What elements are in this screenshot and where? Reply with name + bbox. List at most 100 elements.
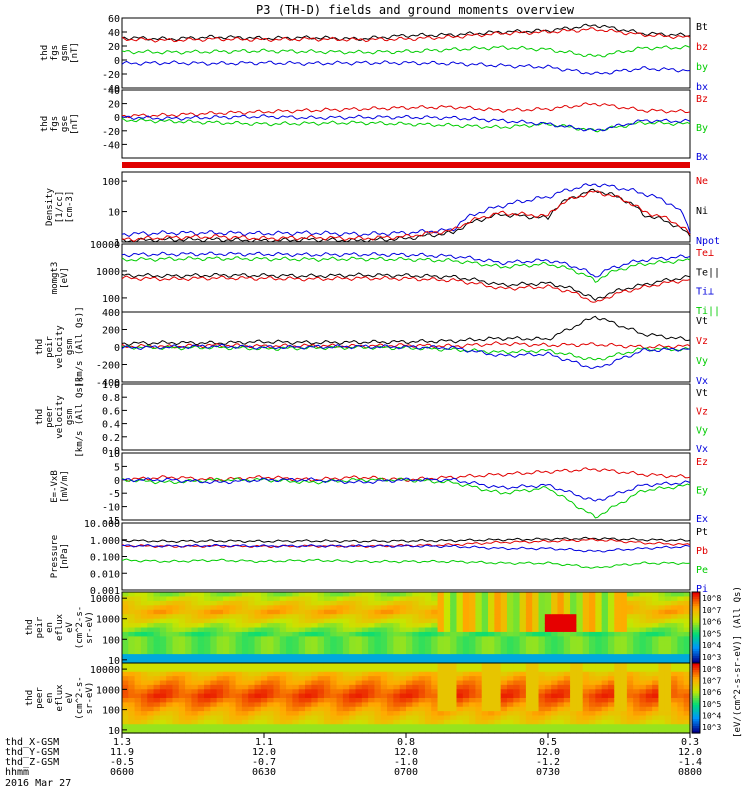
spectrogram-cell — [374, 706, 382, 712]
spectrogram-cell — [166, 614, 174, 620]
spectrogram-cell — [260, 706, 268, 712]
spectrogram-cell — [210, 623, 218, 629]
spectrogram-cell — [197, 658, 205, 664]
spectrogram-cell — [462, 711, 470, 717]
spectrogram-cell — [544, 640, 552, 646]
spectrogram-cell — [361, 667, 369, 673]
spectrogram-cell — [443, 631, 451, 637]
spectrogram-cell — [298, 596, 306, 602]
spectrogram-cell — [159, 676, 167, 682]
spectrogram-cell — [607, 614, 615, 620]
spectrogram-cell — [671, 618, 678, 624]
spectrogram-cell — [267, 667, 275, 673]
spectrogram-cell — [229, 698, 237, 703]
spectrogram-cell — [525, 676, 533, 682]
spectrogram-cell — [191, 609, 199, 615]
spectrogram-cell — [639, 715, 647, 721]
spectrogram-cell — [525, 609, 533, 615]
spectrogram-cell — [652, 702, 660, 708]
spectrogram-cell — [279, 609, 287, 615]
spectrogram-cell — [305, 689, 312, 695]
spectrogram-cell — [380, 600, 388, 606]
spectrogram-cell — [172, 689, 180, 695]
spectrogram-cell — [336, 623, 344, 629]
spectrogram-cell — [626, 693, 634, 699]
spectrogram-cell — [607, 618, 615, 624]
spectrogram-cell — [652, 711, 660, 717]
spectrogram-cell — [286, 719, 293, 725]
spectrogram-cell — [475, 667, 483, 673]
spectrogram-cell — [323, 667, 331, 673]
spectrogram-cell — [342, 614, 350, 620]
x-axis-value: 0630 — [252, 767, 276, 778]
spectrogram-cell — [399, 645, 407, 651]
spectrogram-cell — [576, 600, 584, 606]
spectrogram-cell — [393, 693, 401, 699]
spectrogram-cell — [147, 649, 155, 655]
spectrogram-cell — [557, 627, 565, 633]
spectrogram-cell — [620, 636, 628, 642]
spectrogram-cell — [273, 715, 281, 721]
spectrogram-cell — [128, 663, 136, 668]
spectrogram-cell — [216, 627, 224, 633]
spectrogram-cell — [450, 614, 458, 620]
y-tick-label: -10 — [102, 503, 120, 514]
spectrogram-cell — [349, 698, 357, 703]
colorbar-segment — [692, 719, 700, 722]
spectrogram-cell — [128, 667, 136, 673]
spectrogram-cell — [671, 645, 678, 651]
spectrogram-cell — [563, 609, 571, 615]
spectrogram-cell — [368, 649, 376, 655]
spectrogram-cell — [601, 711, 609, 717]
spectrogram-cell — [563, 702, 571, 708]
spectrogram-cell — [241, 719, 249, 725]
spectrogram-cell — [570, 658, 577, 664]
spectrogram-cell — [557, 706, 565, 712]
spectrogram-cell — [122, 645, 129, 651]
spectrogram-cell — [210, 654, 218, 660]
spectrogram-cell — [380, 663, 388, 668]
spectrogram-cell — [437, 711, 445, 717]
spectrogram-cell — [355, 667, 363, 673]
spectrogram-cell — [279, 689, 287, 695]
y-tick-label: 10.000 — [84, 519, 120, 530]
y-axis-label: en — [45, 693, 55, 704]
spectrogram-cell — [418, 592, 426, 598]
spectrogram-cell — [305, 618, 312, 624]
spectrogram-cell — [349, 663, 357, 668]
spectrogram-cell — [355, 715, 363, 721]
spectrogram-cell — [286, 596, 293, 602]
spectrogram-cell — [267, 627, 275, 633]
spectrogram-cell — [544, 724, 552, 730]
spectrogram-cell — [557, 592, 565, 598]
spectrogram-cell — [122, 614, 129, 620]
spectrogram-cell — [513, 631, 521, 637]
spectrogram-cell — [469, 689, 477, 695]
spectrogram-cell — [317, 711, 325, 717]
y-tick-label: 0.010 — [90, 569, 120, 580]
spectrogram-cell — [626, 680, 634, 686]
spectrogram-cell — [645, 719, 653, 725]
spectrogram-cell — [538, 614, 546, 620]
legend-entry: Vz — [696, 336, 708, 347]
spectrogram-cell — [305, 592, 312, 598]
spectrogram-cell — [210, 649, 218, 655]
legend-entry: Vx — [696, 376, 708, 387]
spectrogram-cell — [260, 640, 268, 646]
spectrogram-cell — [582, 680, 590, 686]
spectrogram-cell — [532, 658, 540, 664]
spectrogram-cell — [671, 719, 678, 725]
spectrogram-cell — [216, 614, 224, 620]
spectrogram-cell — [570, 631, 577, 637]
spectrogram-cell — [664, 645, 672, 651]
spectrogram-cell — [323, 654, 331, 660]
spectrogram-cell — [424, 645, 432, 651]
spectrogram-cell — [241, 654, 249, 660]
spectrogram-cell — [645, 711, 653, 717]
spectrogram-cell — [374, 719, 382, 725]
spectrogram-cell — [519, 676, 527, 682]
spectrogram-cell — [286, 702, 293, 708]
spectrogram-cell — [159, 614, 167, 620]
x-axis-value: -1.4 — [678, 757, 702, 768]
spectrogram-cell — [620, 609, 628, 615]
